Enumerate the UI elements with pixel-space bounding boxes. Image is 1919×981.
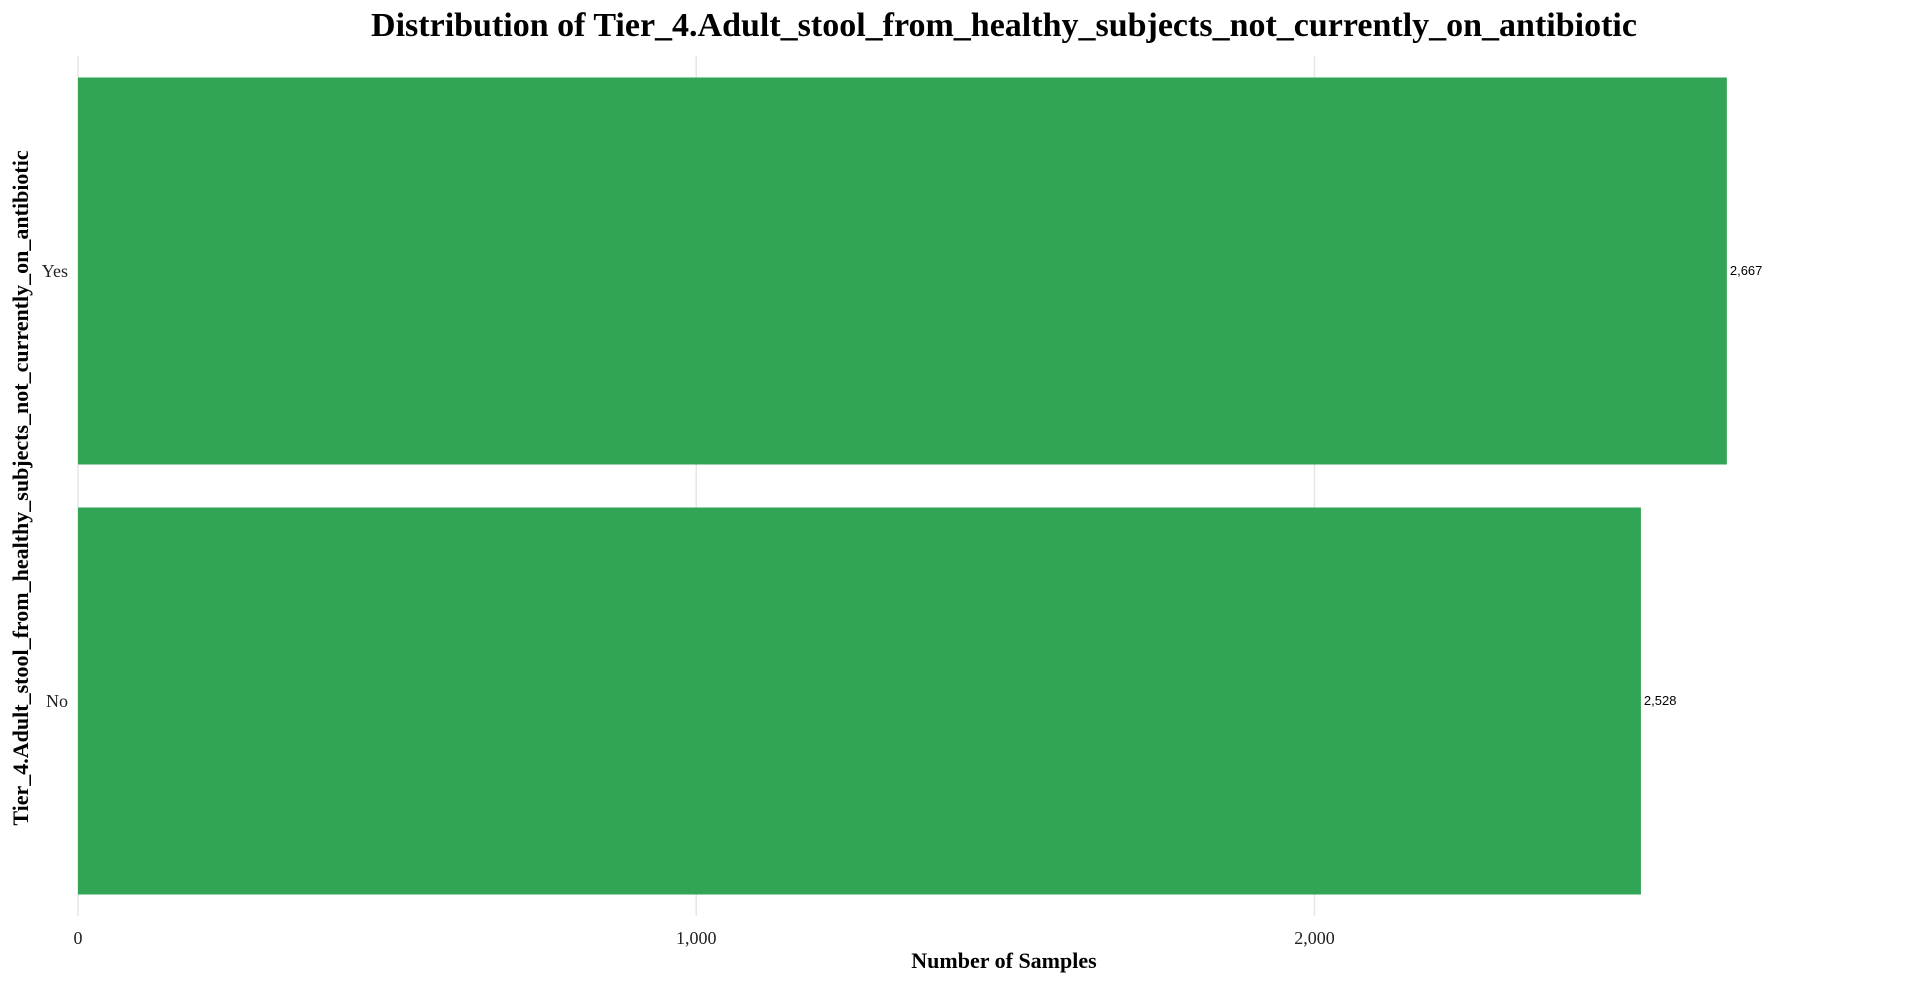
x-tick-labels: 0 1,000 2,000: [74, 928, 1335, 948]
bars: [78, 77, 1727, 895]
y-axis-label: Tier_4.Adult_stool_from_healthy_subjects…: [8, 150, 33, 826]
y-tick-labels: Yes No: [42, 261, 68, 711]
data-labels: 2,667 2,528: [1644, 263, 1762, 708]
x-tick-label: 0: [74, 928, 83, 948]
bar-yes: [78, 77, 1727, 465]
data-label-no: 2,528: [1644, 693, 1677, 708]
bar-no: [78, 507, 1641, 895]
chart-title: Distribution of Tier_4.Adult_stool_from_…: [371, 7, 1637, 44]
data-label-yes: 2,667: [1730, 263, 1763, 278]
x-axis-label: Number of Samples: [911, 948, 1097, 973]
y-tick-label-yes: Yes: [42, 261, 68, 281]
y-tick-label-no: No: [46, 691, 68, 711]
x-tick-label: 1,000: [676, 928, 717, 948]
x-tick-label: 2,000: [1294, 928, 1335, 948]
